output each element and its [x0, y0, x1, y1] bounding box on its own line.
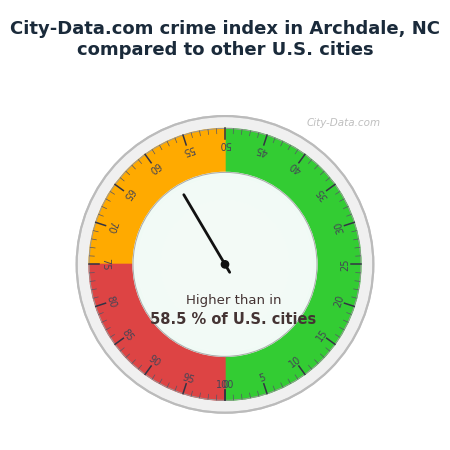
Text: 20: 20	[333, 294, 346, 309]
Wedge shape	[89, 264, 225, 400]
Circle shape	[133, 172, 317, 356]
Circle shape	[221, 261, 229, 268]
Text: 60: 60	[147, 159, 162, 175]
Circle shape	[161, 200, 289, 329]
Text: 100: 100	[216, 379, 234, 390]
Text: 40: 40	[288, 159, 303, 175]
Text: 55: 55	[180, 144, 195, 157]
Text: 80: 80	[104, 294, 117, 309]
Text: 15: 15	[315, 327, 330, 343]
Text: 90: 90	[147, 354, 162, 369]
Text: 35: 35	[315, 186, 330, 202]
Wedge shape	[225, 128, 361, 400]
Text: 45: 45	[255, 144, 270, 157]
Text: 95: 95	[180, 372, 195, 385]
Text: 58.5 % of U.S. cities: 58.5 % of U.S. cities	[150, 312, 316, 328]
Text: Higher than in: Higher than in	[185, 294, 281, 307]
Text: 5: 5	[257, 373, 267, 384]
Text: 75: 75	[100, 258, 110, 270]
Text: 10: 10	[288, 354, 303, 369]
Text: 85: 85	[120, 327, 135, 343]
Text: City-Data.com crime index in Archdale, NC
compared to other U.S. cities: City-Data.com crime index in Archdale, N…	[10, 20, 440, 59]
Text: 0: 0	[222, 379, 228, 390]
Circle shape	[76, 116, 373, 413]
Circle shape	[138, 177, 312, 352]
Wedge shape	[89, 128, 225, 265]
Text: 50: 50	[219, 139, 231, 149]
Text: 25: 25	[340, 258, 350, 270]
Text: City-Data.com: City-Data.com	[307, 118, 381, 128]
Text: 65: 65	[120, 186, 135, 202]
Text: 70: 70	[104, 220, 117, 234]
Text: 30: 30	[333, 220, 346, 234]
